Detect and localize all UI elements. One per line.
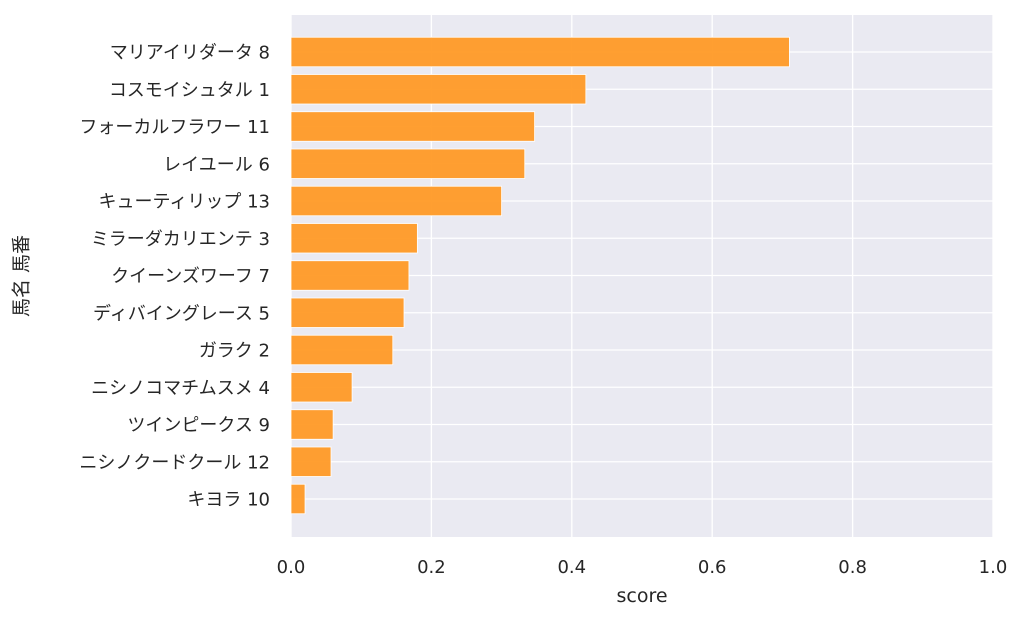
y-tick-label: マリアイリダータ 8 (110, 43, 270, 64)
bars (290, 36, 790, 515)
y-tick-label: ニシノクードクール 12 (79, 452, 270, 473)
x-tick-label: 0.6 (698, 557, 727, 578)
x-tick-label: 1.0 (979, 557, 1008, 578)
y-tick-label: フォーカルフラワー 11 (79, 117, 270, 138)
bar (290, 185, 503, 217)
x-axis-label: score (616, 585, 667, 607)
bar (290, 297, 405, 328)
y-tick-label: ニシノコマチムスメ 4 (91, 378, 270, 399)
x-tick-label: 0.0 (277, 557, 306, 578)
bar (290, 223, 418, 254)
y-tick-label: レイユール 6 (163, 154, 270, 175)
y-tick-label: コスモイシュタル 1 (109, 80, 270, 101)
x-tick-label: 0.8 (838, 557, 867, 578)
y-tick-label: ミラーダカリエンテ 3 (91, 229, 270, 250)
y-tick-label: キヨラ 10 (187, 490, 270, 511)
y-axis-label: 馬名 馬番 (11, 235, 33, 317)
bar (290, 446, 332, 477)
bar (290, 483, 306, 515)
bar (290, 260, 410, 291)
y-tick-label: クイーンズワーフ 7 (111, 266, 270, 287)
y-tick-label: キューティリップ 13 (98, 192, 270, 213)
bar (290, 36, 790, 68)
bar (290, 111, 535, 142)
x-tick-label: 0.4 (557, 557, 586, 578)
bar (290, 334, 394, 366)
x-tick-labels: 0.0 0.2 0.4 0.6 0.8 1.0 (277, 557, 1008, 578)
y-tick-labels: マリアイリダータ 8 コスモイシュタル 1 フォーカルフラワー 11 レイユール 6 キ… (79, 43, 270, 511)
bar (290, 372, 353, 403)
y-tick-label: ガラク 2 (199, 341, 270, 362)
bar (290, 409, 334, 440)
y-tick-label: ツインピークス 9 (127, 415, 270, 436)
y-tick-label: ディバイングレース 5 (93, 303, 270, 324)
x-tick-label: 0.2 (417, 557, 446, 578)
bar (290, 148, 526, 179)
bar (290, 74, 587, 105)
